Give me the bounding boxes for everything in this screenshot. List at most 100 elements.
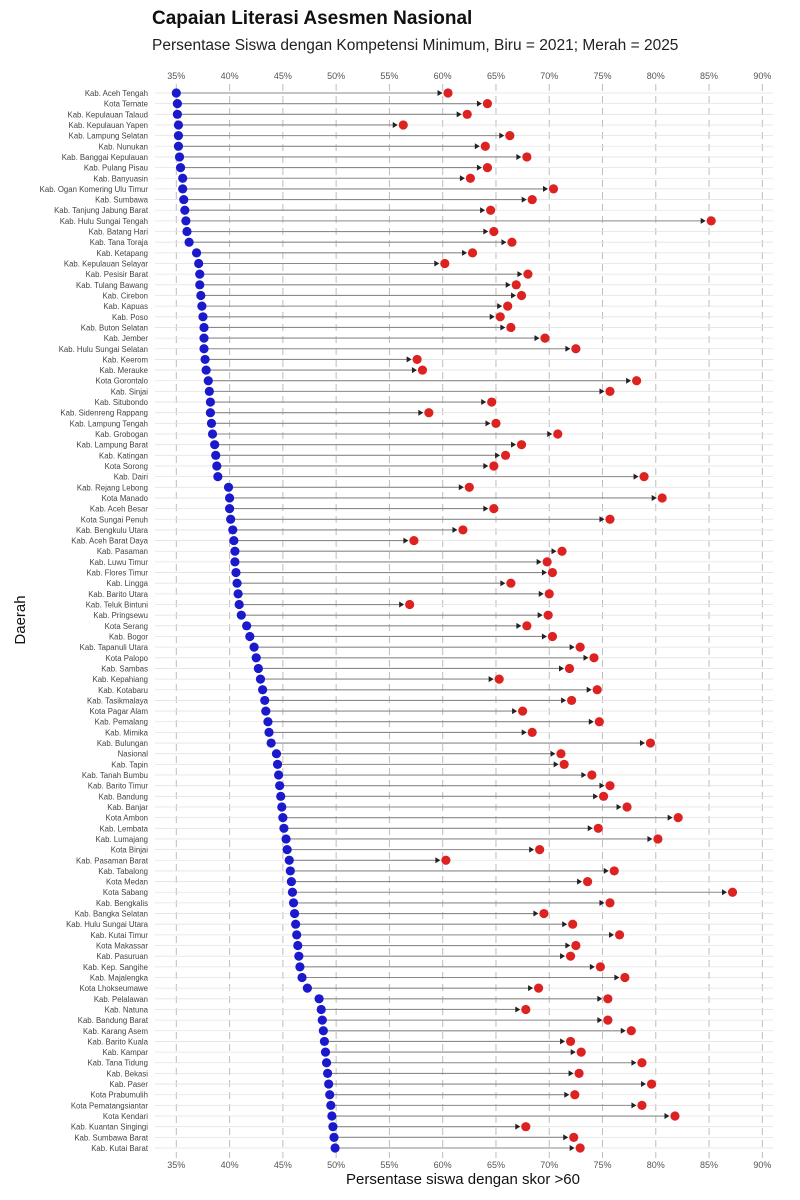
point-2025 [507,237,517,247]
point-2025 [409,535,419,546]
point-2021 [211,450,221,460]
arrow-head [722,889,728,896]
x-tick-label-bottom: 40% [221,1160,239,1170]
y-tick-label: Kab. Lampung Barat [76,441,148,450]
point-2021 [234,599,244,610]
arrow-head [547,431,553,438]
arrow-head [459,175,465,182]
arrow-head [561,697,567,704]
point-2021 [278,813,288,823]
y-tick-label: Kab. Banggai Kepulauan [62,153,148,162]
point-2025 [467,248,478,258]
point-2025 [565,951,576,961]
point-2021 [245,631,255,642]
point-2021 [181,216,191,226]
y-tick-label: Kab. Rejang Lebong [77,483,148,492]
arrow-head [588,718,594,725]
point-2025 [727,887,738,897]
arrow-head [517,271,523,278]
arrow-head [570,1049,576,1056]
point-2025 [486,205,496,215]
arrow-head [599,388,605,395]
x-tick-label-top: 50% [327,71,345,81]
arrow-head [558,665,564,672]
arrow-head [597,1017,603,1024]
point-2025 [592,685,602,695]
arrow-head [586,686,592,693]
point-2021 [178,173,188,183]
point-2021 [317,1015,327,1025]
y-tick-label: Kab. Kutai Barat [91,1144,149,1153]
y-tick-label: Kab. Tapin [111,760,148,769]
arrow-head [626,377,632,384]
arrow-head [489,313,495,320]
point-2025 [559,759,569,769]
y-tick-label: Kab. Paser [109,1080,148,1089]
arrow-head [500,324,506,331]
point-2025 [670,1111,680,1121]
point-2021 [289,908,300,919]
y-tick-label: Kab. Grobogan [95,430,148,439]
point-2025 [568,919,578,929]
y-tick-label: Kab. Bogor [109,632,148,641]
arrow-head [516,153,522,160]
point-2025 [489,504,499,514]
arrow-head [565,942,571,949]
point-2021 [287,887,298,897]
y-tick-label: Kab. Hulu Sungai Utara [66,920,149,929]
point-2021 [320,1047,331,1057]
point-2025 [706,216,716,226]
y-tick-label: Kab. Kepulauan Talaud [68,110,149,119]
x-tick-label-top: 80% [647,71,665,81]
y-tick-label: Kab. Lampung Selatan [69,132,148,141]
point-2025 [506,322,516,333]
y-tick-label: Kab. Ketapang [96,249,148,258]
point-2021 [204,386,214,396]
point-2021 [199,322,209,333]
y-tick-label: Kab. Keerom [102,355,148,364]
arrow-head [553,761,559,768]
point-2025 [412,354,422,365]
y-tick-label: Kota Ternate [104,100,148,109]
point-2025 [575,642,585,652]
point-2021 [198,312,208,322]
y-tick-label: Kab. Pesisir Barat [86,270,149,279]
y-tick-label: Kab. Merauke [99,366,148,375]
y-tick-label: Kab. Jember [104,334,149,343]
point-2025 [480,141,490,151]
point-2021 [195,280,205,290]
y-tick-label: Kab. Hulu Sungai Selatan [59,345,148,354]
y-tick-label: Kab. Majalengka [90,973,149,982]
arrow-head [581,772,587,779]
y-tick-label: Kota Prabumulih [90,1091,148,1100]
y-tick-label: Kab. Pulang Pisau [84,164,148,173]
point-2025 [535,845,545,855]
y-tick-label: Kota Palopo [106,654,149,663]
point-2025 [571,940,581,951]
arrow-head [499,132,505,139]
point-2025 [547,631,558,642]
x-tick-label-top: 70% [540,71,558,81]
arrow-head [533,910,539,917]
arrow-head [458,484,464,491]
y-tick-label: Kab. Kotabaru [98,686,148,695]
point-2021 [285,866,295,876]
arrow-head [589,963,595,970]
point-2021 [230,546,240,556]
arrow-head [599,782,605,789]
point-2021 [226,514,236,524]
x-tick-label-bottom: 90% [753,1160,771,1170]
point-2021 [175,162,186,173]
arrow-head [406,356,412,363]
point-2021 [255,674,266,684]
point-2021 [171,88,181,98]
point-2021 [251,653,261,663]
y-tick-label: Kab. Kepulauan Selayar [64,260,148,269]
point-2025 [637,1100,647,1110]
point-2025 [527,727,537,737]
point-2021 [205,408,216,418]
y-tick-label: Kab. Lingga [106,579,148,588]
point-2025 [533,983,544,993]
point-2021 [266,738,276,748]
y-tick-label: Kab. Tanjung Jabung Barat [54,206,149,215]
